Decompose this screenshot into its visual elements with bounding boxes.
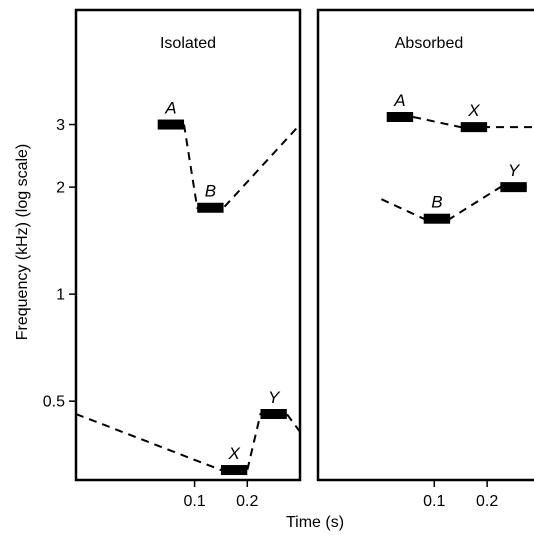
panel-contents — [76, 119, 300, 476]
x-tick-label: 0.1 — [183, 493, 205, 510]
tone-label-x: X — [227, 444, 240, 463]
x-axis-label: Time (s) — [286, 514, 344, 531]
panel-title: Isolated — [160, 35, 216, 52]
x-tick-label: 0.2 — [236, 493, 258, 510]
tone-bar-b — [197, 202, 224, 213]
tone-label-a: A — [393, 91, 405, 110]
glide-line — [183, 123, 300, 209]
tone-bar-b — [423, 213, 451, 224]
panel-contents — [380, 112, 534, 224]
tone-label-b: B — [205, 182, 216, 201]
tone-bar-y — [500, 182, 527, 193]
panel-absorbed: Absorbed A X B Y 0.1 0.2 — [316, 8, 534, 510]
tone-label-x: X — [467, 101, 480, 120]
y-tick-label: 3 — [56, 117, 65, 134]
x-tick-label: 0.1 — [423, 493, 445, 510]
y-axis-label: Frequency (kHz) (log scale) — [14, 144, 31, 341]
tone-bar-x — [460, 122, 488, 133]
panel-isolated: Isolated A B X Y 0.1 0.2 0.5 1 2 3 — [43, 8, 302, 510]
glide-line — [76, 413, 300, 471]
y-tick-label: 1 — [56, 287, 65, 304]
panel-title: Absorbed — [395, 35, 464, 52]
tone-bar-y — [260, 409, 287, 420]
tone-bar-a — [386, 112, 414, 123]
y-tick-label: 0.5 — [43, 394, 65, 411]
tone-label-y: Y — [508, 161, 521, 180]
tone-label-y: Y — [268, 388, 281, 407]
y-tick-label: 2 — [56, 180, 65, 197]
tone-label-b: B — [431, 193, 442, 212]
x-tick-label: 0.2 — [476, 493, 498, 510]
tone-label-a: A — [164, 99, 176, 118]
panel-frame — [316, 8, 534, 482]
panels-layer: Isolated A B X Y 0.1 0.2 0.5 1 2 3 Absorbed A X B Y 0.1 0… — [43, 8, 534, 510]
tone-bar-a — [157, 119, 185, 130]
panel-frame — [74, 8, 302, 482]
tone-bar-x — [220, 465, 248, 476]
